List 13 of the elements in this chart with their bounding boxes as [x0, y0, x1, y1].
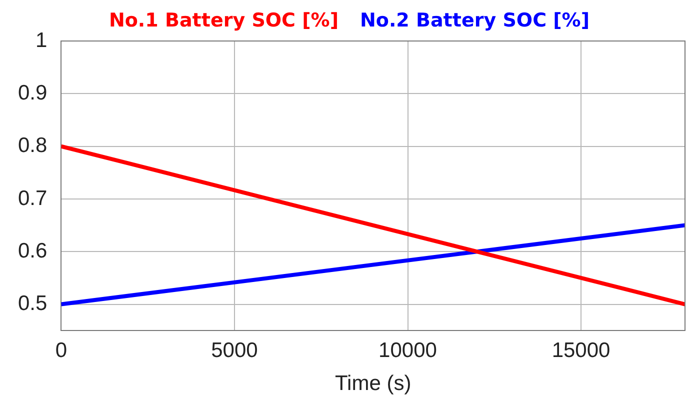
- text: No.1 Battery SOC [%]: [108, 9, 338, 32]
- y-tick-label: 0.5: [18, 292, 48, 316]
- y-tick-label: 0.7: [18, 186, 48, 210]
- x-tick-label: 10000: [378, 338, 437, 362]
- y-tick-label: 0.9: [18, 81, 48, 104]
- y-tick-label: 0.8: [18, 134, 48, 158]
- y-tick-label: 0.6: [18, 239, 48, 262]
- x-axis-title: Time (s): [334, 372, 412, 396]
- text: No.2 Battery SOC [%]: [360, 9, 590, 32]
- x-tick-label: 15000: [552, 338, 610, 362]
- x-tick-label: 0: [55, 338, 68, 362]
- x-tick-label: 5000: [211, 338, 258, 362]
- y-tick-label: 1: [36, 28, 48, 52]
